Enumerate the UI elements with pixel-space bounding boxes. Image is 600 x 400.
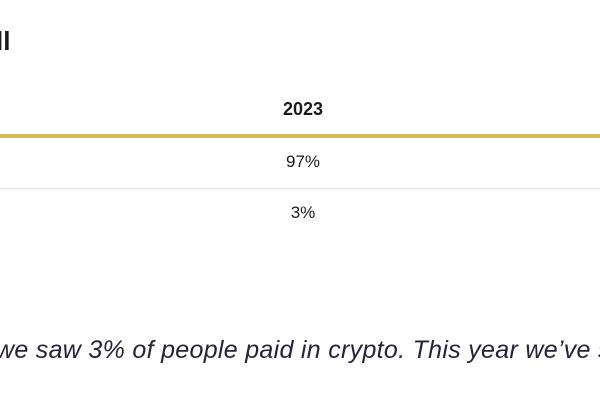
heading: ll — [0, 26, 11, 56]
paragraph: we saw 3% of people paid in crypto. This… — [0, 336, 600, 364]
row-separator — [0, 188, 600, 189]
table-cell: 3% — [290, 203, 316, 222]
table-cell: 97% — [285, 152, 321, 171]
column-header: 2023 — [282, 99, 324, 119]
header-rule — [0, 134, 600, 138]
